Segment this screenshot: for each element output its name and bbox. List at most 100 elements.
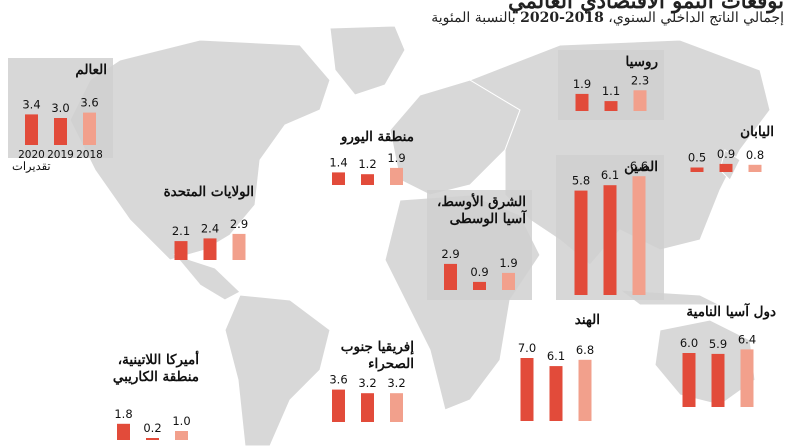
bar-2018 — [502, 272, 515, 290]
bar-2018 — [390, 167, 403, 185]
estimates-note: تقديرات — [12, 159, 51, 173]
data-label: 2.3 — [631, 73, 649, 87]
central-america-shape — [173, 253, 241, 301]
region-title: الشرق الأوسط، آسيا الوسطى — [437, 194, 526, 227]
bar-2019 — [711, 353, 725, 407]
region-title: أميركا اللاتينية، منطقة الكاريبي — [112, 352, 199, 385]
data-label: 0.2 — [143, 421, 161, 435]
data-label: 2.4 — [201, 221, 219, 235]
bar-chart: 1.4 1.2 1.9 — [329, 151, 406, 185]
page-title: توقعات النمو الاقتصادي العالمي — [508, 0, 784, 13]
bar-2020 — [332, 172, 345, 185]
bar-2020 — [520, 358, 534, 421]
bar-2018 — [83, 112, 96, 145]
data-label: 6.8 — [576, 343, 594, 357]
region-euro: منطقة اليورو 1.4 1.2 1.9 — [315, 125, 420, 187]
region-title: اليابان — [740, 124, 774, 140]
bar-2020 — [575, 93, 589, 111]
bar-2020 — [117, 423, 130, 440]
data-label: 0.8 — [746, 148, 764, 162]
region-china: الصين 5.8 6.1 6.6 — [556, 155, 664, 300]
data-label: 7.0 — [518, 341, 536, 355]
data-label: 5.9 — [709, 337, 727, 351]
bar-chart: 3.4 2020 3.0 2019 3.6 2018 — [18, 96, 103, 161]
year-label: 2019 — [47, 149, 74, 161]
data-label: 2.9 — [230, 217, 248, 231]
data-label: 0.9 — [470, 265, 488, 279]
region-latam: أميركا اللاتينية، منطقة الكاريبي 1.8 0.2 1.0 — [100, 348, 205, 446]
bar-2020 — [25, 114, 38, 145]
bar-2019 — [361, 174, 374, 185]
data-label: 1.9 — [499, 256, 517, 270]
greenland-shape — [329, 25, 406, 96]
data-label: 1.9 — [573, 77, 591, 91]
bar-2020 — [690, 167, 704, 172]
data-label: 3.6 — [80, 96, 98, 110]
data-label: 5.8 — [572, 174, 590, 188]
bar-chart: 7.0 6.1 6.8 — [518, 341, 594, 421]
bar-2020 — [174, 241, 188, 260]
bar-2019 — [203, 238, 217, 260]
bar-2019 — [719, 163, 733, 172]
bar-2020 — [444, 263, 457, 290]
data-label: 0.9 — [717, 147, 735, 161]
bar-chart: 2.9 0.9 1.9 — [441, 247, 518, 290]
bar-2019 — [361, 393, 374, 422]
bar-2019 — [473, 281, 486, 290]
page-subtitle: إجمالي الناتج الداخلي السنوي، 2018-2020 … — [431, 10, 784, 26]
bar-2020 — [574, 190, 588, 295]
region-title: روسيا — [625, 54, 658, 70]
bar-2020 — [682, 353, 696, 407]
region-india: الهند 7.0 6.1 6.8 — [506, 308, 606, 423]
data-label: 1.1 — [602, 84, 620, 98]
bar-2019 — [604, 101, 618, 111]
bar-2018 — [578, 359, 592, 421]
region-title: الولايات المتحدة — [163, 184, 254, 200]
region-title: منطقة اليورو — [340, 129, 414, 145]
bar-2019 — [549, 366, 563, 421]
data-label: 6.6 — [630, 159, 648, 173]
bar-2018 — [632, 176, 646, 295]
data-label: 1.8 — [114, 407, 132, 421]
region-title: الصين — [624, 159, 658, 175]
bar-chart: 3.6 3.2 3.2 — [329, 373, 406, 422]
bar-2019 — [603, 185, 617, 295]
bar-chart: 6.0 5.9 6.4 — [680, 332, 756, 407]
bar-chart: 0.5 0.9 0.8 — [688, 147, 764, 172]
bar-2019 — [146, 438, 159, 440]
bar-2018 — [740, 349, 754, 407]
data-label: 0.5 — [688, 151, 706, 165]
bar-chart: 2.1 2.4 2.9 — [172, 217, 248, 260]
region-africa: إفريقيا جنوب الصحراء 3.6 3.2 3.2 — [315, 335, 420, 425]
region-asia: دول آسيا النامية 6.0 5.9 6.4 — [654, 300, 782, 410]
data-label: 3.4 — [22, 97, 40, 111]
data-label: 2.1 — [172, 224, 190, 238]
year-label: 2020 — [18, 149, 45, 161]
data-label: 3.6 — [329, 373, 347, 387]
data-label: 6.4 — [738, 332, 756, 346]
bar-chart: 1.9 1.1 2.3 — [573, 73, 649, 111]
bar-2018 — [175, 431, 188, 440]
bar-chart: 5.8 6.1 6.6 — [572, 159, 648, 295]
bar-2019 — [54, 118, 67, 145]
bar-2018 — [633, 90, 647, 111]
data-label: 2.9 — [441, 247, 459, 261]
data-label: 6.1 — [547, 349, 565, 363]
region-title: إفريقيا جنوب الصحراء — [340, 339, 414, 372]
data-label: 1.0 — [172, 414, 190, 428]
data-label: 6.0 — [680, 336, 698, 350]
year-label: 2018 — [76, 149, 103, 161]
data-label: 1.4 — [329, 155, 347, 169]
data-label: 1.2 — [358, 157, 376, 171]
region-title: الهند — [574, 312, 600, 328]
bar-2018 — [232, 233, 246, 260]
region-world: العالم 3.4 2020 3.0 2019 3.6 2018 — [8, 58, 113, 161]
data-label: 3.0 — [51, 101, 69, 115]
data-label: 6.1 — [601, 168, 619, 182]
australia-shape — [654, 319, 756, 406]
region-title: العالم — [75, 62, 107, 78]
region-russia: روسيا 1.9 1.1 2.3 — [558, 50, 664, 120]
data-label: 3.2 — [387, 376, 405, 390]
